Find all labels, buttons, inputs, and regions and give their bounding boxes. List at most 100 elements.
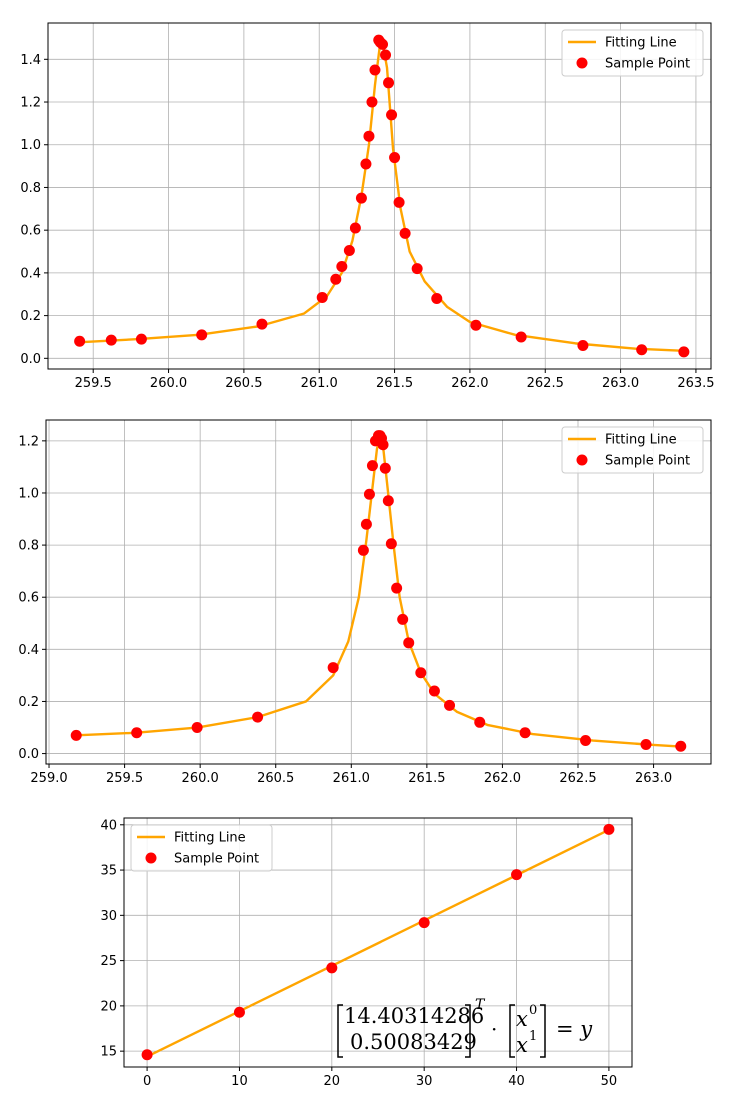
y-tick-label: 0.6 — [18, 591, 39, 606]
sample-point — [252, 711, 264, 723]
x-tick-label: 259.5 — [106, 771, 143, 786]
y-tick-label: 1.0 — [20, 138, 41, 153]
legend-label-fitting-line: Fitting Line — [174, 831, 246, 846]
x-tick-label: 262.0 — [451, 376, 488, 391]
x-tick-label: 261.0 — [301, 376, 338, 391]
sample-point — [397, 613, 409, 625]
y-tick-label: 20 — [100, 999, 117, 1014]
chart-1: 259.5 260.0 260.5 261.0 261.5 262.0 262.5 263.0… — [20, 22, 715, 391]
x-tick-label: 263.0 — [602, 376, 639, 391]
fit-equation: 14.40314286 0.50083429 T · x 0 x 1 = y — [337, 997, 593, 1058]
y-tick-label: 0.6 — [20, 224, 41, 239]
sample-point — [327, 662, 339, 674]
right-bracket — [465, 1004, 471, 1058]
y-tick-label: 25 — [100, 954, 117, 969]
sample-point — [366, 96, 378, 108]
sample-point — [256, 318, 268, 330]
sample-point — [678, 346, 690, 358]
sample-point — [385, 538, 397, 550]
sample-point — [389, 152, 401, 164]
x-tick-label: 263.0 — [635, 771, 672, 786]
y-tick-label: 0.4 — [20, 266, 41, 281]
x-tick-label: 262.0 — [484, 771, 521, 786]
sample-point — [191, 722, 203, 734]
sample-point — [196, 329, 208, 341]
x-tick-label: 262.5 — [527, 376, 564, 391]
x-tick-label: 260.0 — [182, 771, 219, 786]
sample-point — [357, 544, 369, 556]
sample-point — [74, 335, 86, 347]
sample-point — [515, 331, 527, 343]
y-tick-label: 1.0 — [18, 486, 39, 501]
sample-point — [386, 109, 398, 121]
sample-point — [415, 667, 427, 679]
legend-point-swatch — [145, 852, 157, 864]
sample-point — [135, 333, 147, 345]
sample-point — [233, 1006, 245, 1018]
sample-point — [360, 518, 372, 530]
sample-point — [316, 291, 328, 303]
y-tick-label: 0.4 — [18, 643, 39, 658]
sample-point — [577, 340, 589, 352]
sample-point — [383, 77, 395, 89]
y-tick-label: 1.2 — [18, 434, 39, 449]
exp-1: 1 — [529, 1029, 537, 1044]
legend-label-fitting-line: Fitting Line — [605, 36, 677, 51]
legend-box — [561, 426, 704, 474]
fitting-line — [76, 437, 681, 748]
sample-point — [343, 244, 355, 256]
x-tick-label: 259.0 — [30, 771, 67, 786]
y-tick-label: 0.0 — [18, 747, 39, 762]
x-tick-label: 20 — [324, 1074, 341, 1089]
y-tick-label: 0.2 — [20, 309, 41, 324]
y-tick-label: 15 — [100, 1045, 117, 1060]
sample-point — [326, 962, 338, 974]
sample-point — [349, 222, 361, 234]
x-tick-label: 10 — [231, 1074, 248, 1089]
var-x-top: x — [516, 1007, 528, 1031]
sample-point — [131, 727, 143, 739]
sample-point — [418, 917, 430, 929]
sample-point — [403, 637, 415, 649]
sample-point — [377, 38, 389, 50]
sample-point — [363, 488, 375, 500]
legend-point-swatch — [576, 454, 588, 466]
sample-point — [511, 869, 523, 881]
sample-point — [105, 334, 117, 346]
sample-point — [379, 462, 391, 474]
vector-right-bracket — [540, 1004, 546, 1058]
y-tick-label: 1.4 — [20, 53, 41, 68]
sample-point — [428, 685, 440, 697]
legend-box — [561, 29, 704, 77]
sample-point — [141, 1049, 153, 1061]
exp-0: 0 — [529, 1003, 537, 1018]
sample-point — [369, 64, 381, 76]
sample-point — [474, 716, 486, 728]
x-tick-label: 261.5 — [376, 376, 413, 391]
sample-point — [391, 582, 403, 594]
y-tick-label: 35 — [100, 864, 117, 879]
y-tick-label: 0.8 — [18, 539, 39, 554]
axes-frame — [123, 817, 633, 1068]
legend-label-sample-point: Sample Point — [174, 852, 259, 867]
sample-point — [470, 319, 482, 331]
sample-point — [411, 263, 423, 275]
coef-top: 14.40314286 — [344, 1004, 484, 1028]
sample-point — [519, 727, 531, 739]
sample-point — [640, 738, 652, 750]
sample-point — [355, 192, 367, 204]
chart-2: 259.0 259.5 260.0 260.5 261.0 261.5 262.0 262.5… — [18, 419, 712, 786]
x-tick-label: 260.0 — [150, 376, 187, 391]
x-tick-label: 259.5 — [75, 376, 112, 391]
sample-point — [330, 273, 342, 285]
axes-frame — [47, 22, 712, 370]
x-tick-label: 262.5 — [559, 771, 596, 786]
x-tick-label: 40 — [508, 1074, 525, 1089]
vector-left-bracket — [509, 1004, 515, 1058]
x-tick-label: 260.5 — [257, 771, 294, 786]
left-bracket — [337, 1004, 343, 1058]
coef-bottom: 0.50083429 — [350, 1030, 477, 1054]
fitting-line — [78, 41, 684, 353]
sample-point — [580, 735, 592, 747]
